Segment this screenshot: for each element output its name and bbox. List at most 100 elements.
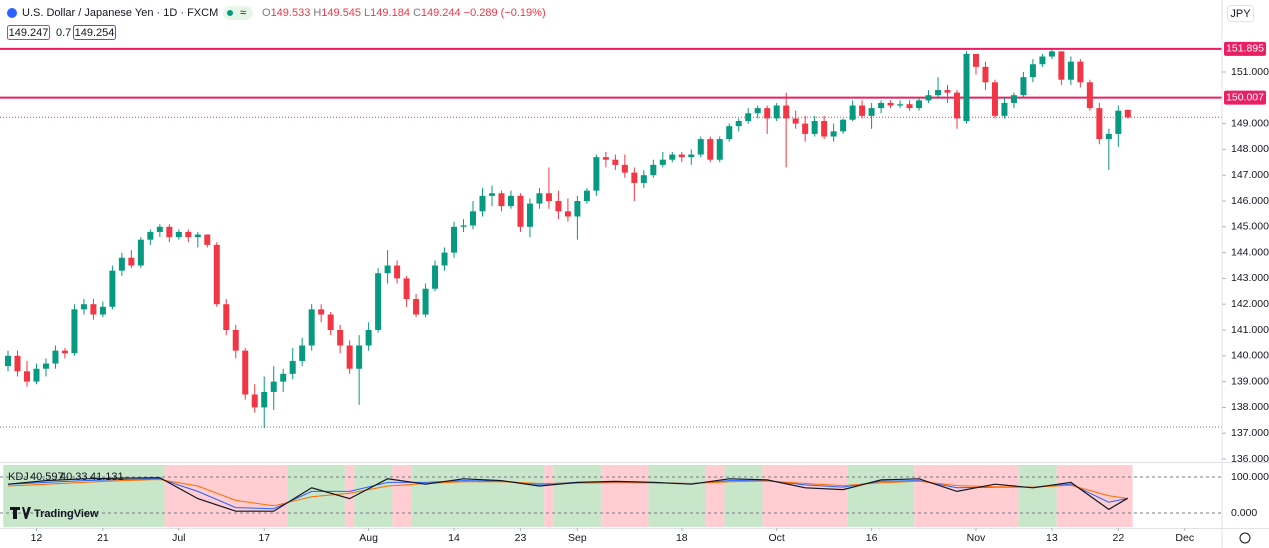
candle-body bbox=[982, 66, 989, 83]
candle-body bbox=[488, 193, 495, 196]
y-tick-label: 148.000 bbox=[1231, 143, 1269, 155]
candle-body bbox=[1010, 95, 1017, 103]
kdj-band bbox=[164, 465, 288, 527]
status-badge[interactable] bbox=[223, 6, 253, 20]
symbol-title[interactable]: U.S. Dollar / Japanese Yen · 1D · FXCM bbox=[22, 7, 218, 19]
candle-body bbox=[536, 193, 543, 204]
candle-body bbox=[517, 195, 524, 227]
candle-body bbox=[270, 381, 277, 392]
kdj-band bbox=[914, 465, 1019, 527]
candle-body bbox=[299, 345, 306, 361]
settings-icon[interactable] bbox=[1239, 532, 1251, 544]
x-tick-label: Aug bbox=[359, 532, 378, 544]
y-tick-label: 137.000 bbox=[1231, 427, 1269, 439]
candle-body bbox=[194, 234, 201, 238]
candle-body bbox=[403, 278, 410, 300]
candle-body bbox=[745, 113, 752, 122]
candle-body bbox=[659, 159, 666, 165]
y-tick-label: 139.000 bbox=[1231, 375, 1269, 387]
candle-body bbox=[602, 157, 609, 160]
candle-body bbox=[156, 226, 163, 232]
candle-body bbox=[631, 172, 638, 183]
y-tick-label: 143.000 bbox=[1231, 272, 1269, 284]
candle-body bbox=[688, 154, 695, 158]
candle-body bbox=[963, 53, 970, 122]
level-label: 151.895 bbox=[1226, 43, 1264, 55]
spread: 0.7 bbox=[56, 27, 71, 39]
candle-body bbox=[583, 190, 590, 201]
candle-body bbox=[251, 394, 258, 408]
x-tick-label: Oct bbox=[769, 532, 785, 544]
candle-body bbox=[878, 102, 885, 109]
candle-body bbox=[1105, 133, 1112, 140]
candle-body bbox=[470, 211, 477, 226]
j-value: 41.131 bbox=[90, 471, 124, 483]
candle-body bbox=[337, 330, 344, 346]
candle-body bbox=[697, 139, 704, 155]
bid: 149.247 bbox=[9, 27, 49, 39]
candle-body bbox=[526, 203, 533, 227]
x-tick-label: 22 bbox=[1112, 532, 1124, 544]
candle-body bbox=[764, 108, 771, 119]
candle-body bbox=[1077, 61, 1084, 83]
x-tick-label: 12 bbox=[31, 532, 43, 544]
currency-button[interactable] bbox=[1227, 5, 1254, 22]
ohlc-key: C bbox=[413, 7, 421, 19]
level-label: 150.007 bbox=[1226, 91, 1264, 103]
ohlc-value: 149.533 bbox=[271, 7, 311, 19]
candle-body bbox=[432, 265, 439, 289]
candle-body bbox=[308, 309, 315, 346]
candle-body bbox=[375, 273, 382, 331]
kdj-tick-label: 100.000 bbox=[1231, 471, 1269, 483]
candle-body bbox=[327, 314, 334, 331]
y-tick-label: 147.000 bbox=[1231, 169, 1269, 181]
candle-body bbox=[128, 257, 135, 266]
y-tick-label: 146.000 bbox=[1231, 195, 1269, 207]
candle-body bbox=[887, 102, 894, 106]
candle-body bbox=[678, 154, 685, 158]
candle-body bbox=[564, 211, 571, 217]
candle-body bbox=[384, 265, 391, 274]
candle-body bbox=[61, 350, 68, 354]
y-tick-label: 145.000 bbox=[1231, 221, 1269, 233]
candle-body bbox=[1115, 110, 1122, 134]
ask-box[interactable] bbox=[73, 25, 116, 40]
candle-body bbox=[175, 231, 182, 238]
candle-body bbox=[479, 195, 486, 212]
candle-body bbox=[726, 126, 733, 140]
kdj-band bbox=[762, 465, 848, 527]
candle-body bbox=[1086, 82, 1093, 109]
candle-body bbox=[1124, 109, 1131, 118]
candle-body bbox=[23, 371, 30, 382]
x-tick-label: 23 bbox=[515, 532, 527, 544]
kdj-band bbox=[648, 465, 706, 527]
candle-body bbox=[166, 226, 173, 238]
candle-body bbox=[916, 100, 923, 109]
candle-body bbox=[1029, 64, 1036, 78]
candle-body bbox=[640, 175, 647, 183]
candle-body bbox=[735, 121, 742, 127]
kdj-band bbox=[392, 465, 412, 527]
x-tick-label: Jul bbox=[172, 532, 185, 544]
logo[interactable]: TradingView bbox=[34, 508, 99, 520]
y-tick-label: 144.000 bbox=[1231, 246, 1269, 258]
candle-body bbox=[90, 304, 97, 315]
candle-body bbox=[204, 234, 211, 245]
ask: 149.254 bbox=[75, 27, 115, 39]
candle-body bbox=[811, 121, 818, 134]
candle-body bbox=[897, 104, 904, 106]
candle-body bbox=[99, 306, 106, 315]
status-icon: ≈ bbox=[240, 7, 246, 19]
candle-body bbox=[33, 368, 40, 382]
candle-body bbox=[669, 154, 676, 160]
candle-body bbox=[498, 193, 505, 207]
y-tick-label: 140.000 bbox=[1231, 350, 1269, 362]
kdj-line bbox=[7, 477, 1129, 512]
candle-body bbox=[991, 82, 998, 116]
bid-box[interactable] bbox=[7, 25, 50, 40]
status-dot bbox=[227, 10, 233, 16]
kdj-band bbox=[601, 465, 649, 527]
candle-body bbox=[944, 90, 951, 93]
x-tick-label: 13 bbox=[1046, 532, 1058, 544]
